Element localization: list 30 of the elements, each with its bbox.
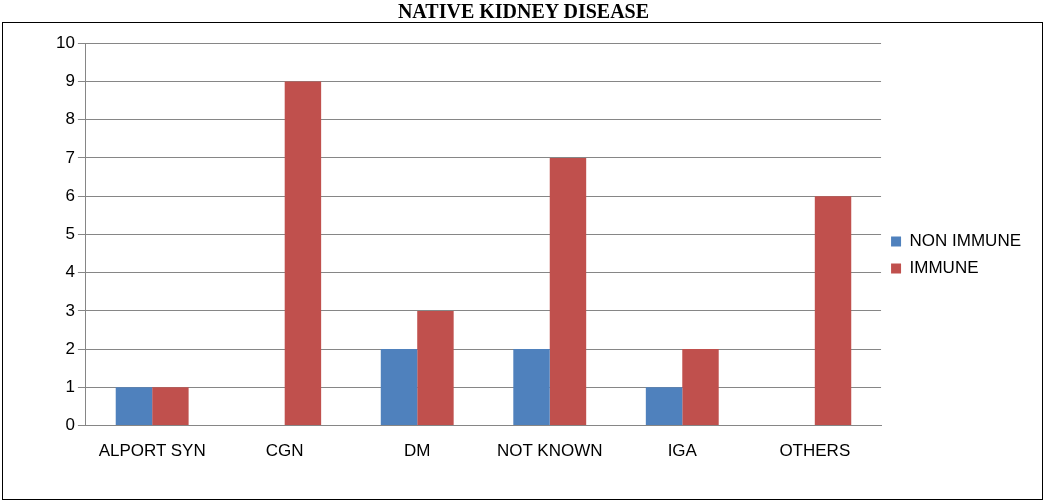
legend-label: IMMUNE	[909, 258, 979, 278]
x-tick-label: ALPORT SYN	[98, 441, 206, 461]
bar	[380, 349, 418, 426]
y-tick-label: 5	[65, 224, 75, 244]
y-tick-label: 9	[65, 71, 75, 91]
bar	[645, 387, 683, 426]
x-tick-label: DM	[404, 441, 431, 461]
y-tick-label: 3	[65, 300, 75, 320]
y-tick-label: 0	[65, 415, 75, 435]
bar	[549, 157, 587, 426]
y-tick-label: 6	[65, 185, 75, 205]
bar	[152, 387, 189, 426]
bar	[115, 387, 153, 426]
x-tick-label: NOT KNOWN	[497, 441, 603, 461]
y-tick-label: 10	[55, 32, 75, 52]
y-tick-label: 7	[65, 147, 75, 167]
y-tick-label: 4	[65, 262, 75, 282]
x-tick-label: OTHERS	[779, 441, 851, 461]
legend-label: NON IMMUNE	[909, 231, 1022, 251]
bar	[513, 349, 550, 426]
bar	[417, 310, 454, 426]
y-tick-label: 8	[65, 109, 75, 129]
x-tick-label: CGN	[265, 441, 304, 461]
chart-title: NATIVE KIDNEY DISEASE	[396, 0, 651, 23]
bar	[284, 81, 322, 426]
bar	[814, 196, 852, 426]
y-tick-label: 1	[65, 377, 75, 397]
x-tick-label: IGA	[667, 441, 698, 461]
bar	[682, 349, 719, 426]
y-tick-label: 2	[65, 338, 75, 358]
